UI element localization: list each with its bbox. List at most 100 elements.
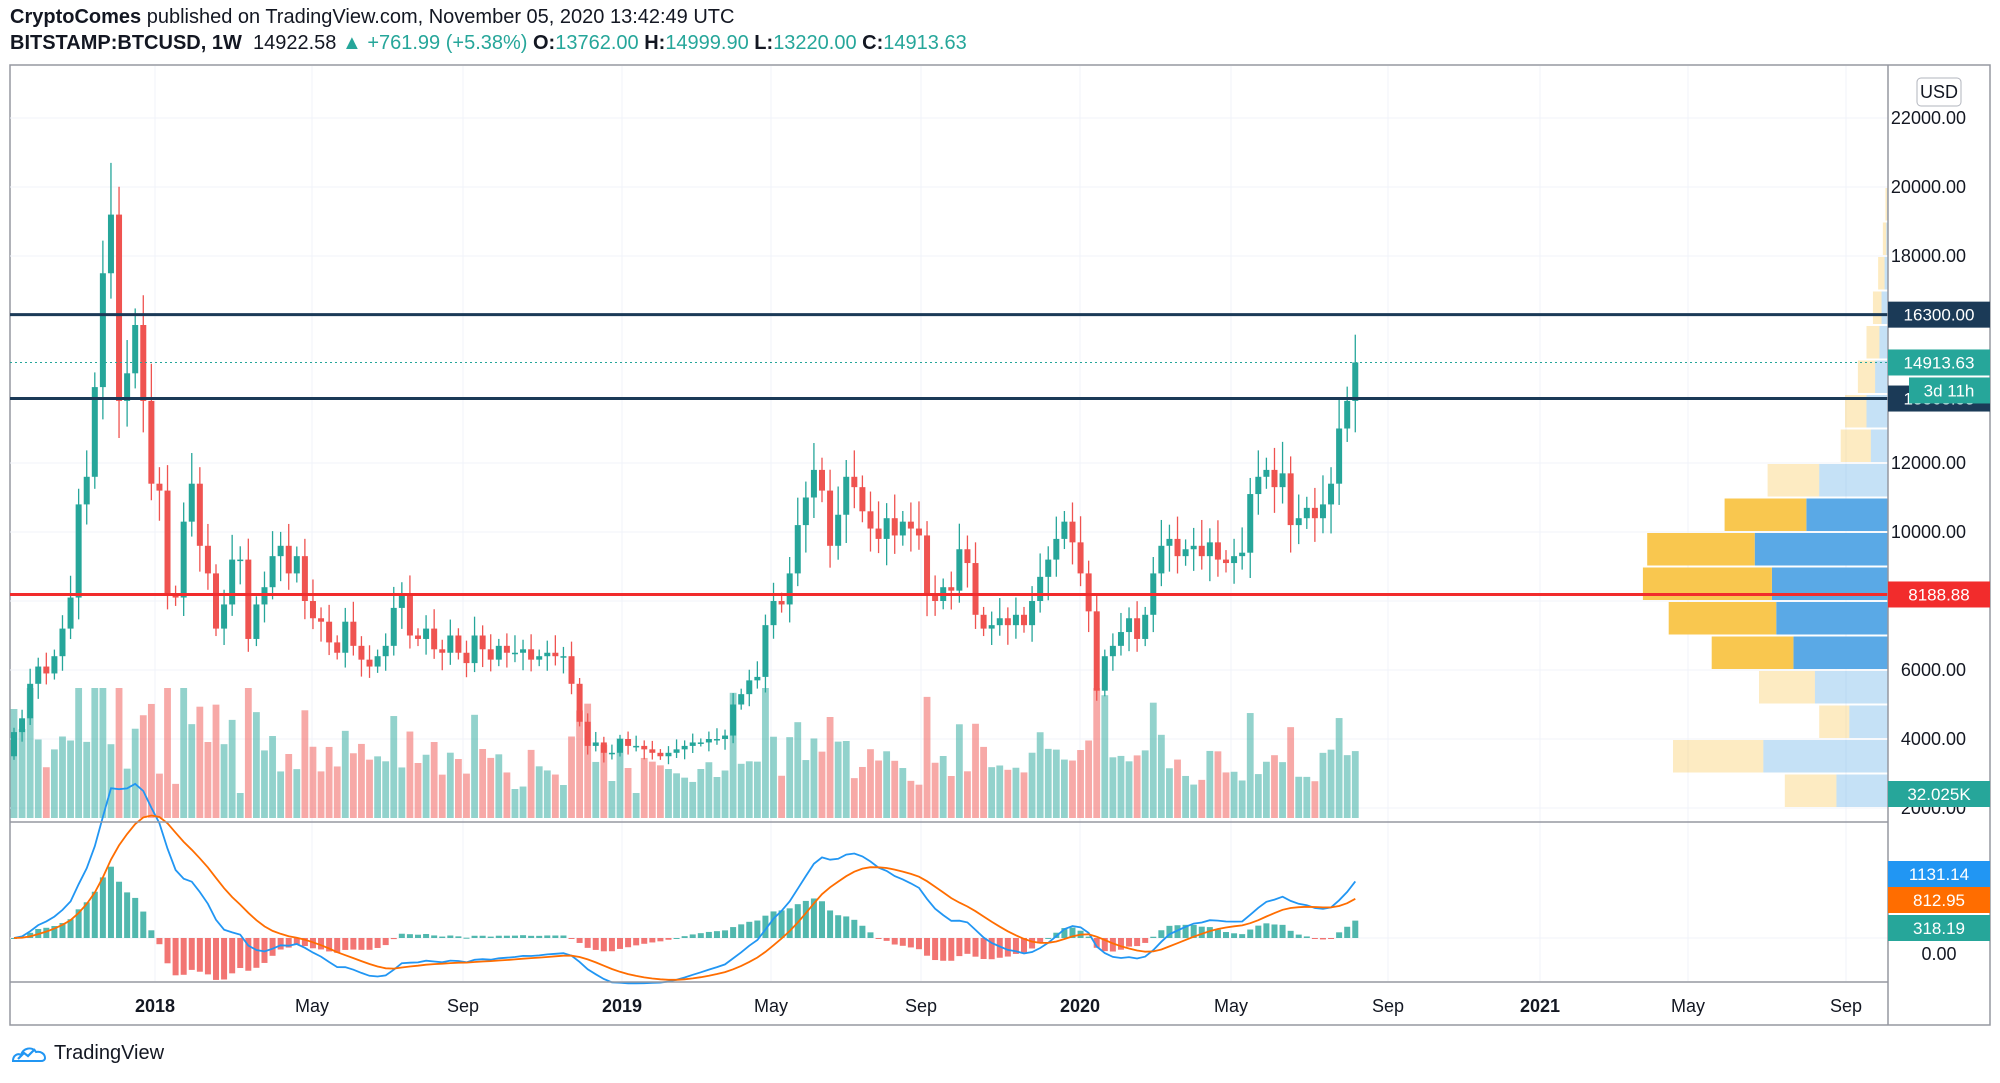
candle-body [1328,483,1335,505]
volume-bar [1327,749,1335,818]
macd-histogram-bar [778,910,785,938]
candle-body [204,545,211,574]
candle-body [770,601,777,626]
volume-bar [75,688,83,818]
candle-body [625,739,632,746]
candle-body [657,752,664,757]
macd-histogram-bar [1004,938,1011,957]
volume-bar [1271,755,1278,818]
candle-body [164,490,171,595]
macd-histogram-bar [1239,934,1246,938]
macd-histogram-bar [988,938,995,960]
volume-bar [657,765,664,818]
volume-profile-sell-bar [1814,671,1888,704]
macd-histogram-bar [552,935,559,938]
tradingview-brand[interactable]: TradingView [10,1041,164,1065]
macd-histogram-bar [641,938,648,944]
symbol-line: BITSTAMP:BTCUSD, 1W 14922.58 ▲ +761.99 (… [10,32,967,54]
time-axis[interactable]: 2018 May Sep 2019 May Sep 2020 May Sep 2021 May Sep [135,996,1862,1016]
macd-histogram-bar [1085,936,1092,938]
macd-histogram-bar [980,938,987,959]
volume-profile-sell-bar [1879,326,1888,359]
macd-histogram-bar [673,937,680,939]
macd-histogram-bar [907,938,914,948]
volume-profile-buy-bar [1840,429,1871,462]
candle-body [35,666,42,684]
volume-bar [673,773,680,818]
volume-bar [455,759,462,818]
volume-bar [398,767,406,818]
volume-bar [26,688,34,818]
chart-canvas[interactable]: 2000.004000.006000.008000.0010000.001200… [0,0,2000,1040]
volume-bar [1125,761,1133,818]
volume-bar [915,784,923,818]
macd-histogram-bar [1214,929,1221,938]
macd-histogram-bar [1045,937,1052,939]
volume-bar [301,710,309,818]
volume-bar [196,706,204,818]
macd-histogram-bar [293,938,300,945]
macd-histogram-bar [398,933,405,938]
macd-histogram-bar [544,935,551,938]
volume-bar [600,744,608,818]
candle-body [584,721,591,746]
macd-histogram-bar [932,938,939,961]
volume-bar [753,761,761,818]
macd-histogram-bar [382,938,389,946]
macd-histogram-bar [1295,934,1302,938]
candle-body [697,742,704,744]
price-tick-label: 10000.00 [1891,522,1966,542]
macd-histogram-bar [366,938,373,950]
macd-histogram-bar [1190,924,1197,938]
candle-body [794,525,801,574]
price-level-tag [1888,301,1990,328]
volume-bar [1004,769,1012,818]
candle-body [673,749,680,753]
macd-histogram-bar [1255,925,1262,938]
volume-bar [1206,750,1214,818]
candle-body [1198,545,1205,557]
volume-bar [325,746,333,818]
interval-label[interactable]: 1W [211,32,242,54]
volume-bar [1012,767,1020,818]
candle-body [705,739,712,743]
high-label: H: [644,32,666,54]
candle-body [1231,556,1238,564]
volume-bar [349,753,357,818]
volume-bar [778,775,785,818]
candle-body [1061,521,1068,539]
candle-body [318,618,325,622]
macd-histogram-bar [495,935,502,938]
macd-histogram-bar [51,926,58,938]
symbol-name[interactable]: BITSTAMP:BTCUSD [10,32,201,54]
volume-bar [67,740,74,818]
volume-profile-buy-bar [1647,533,1755,566]
candle-body [495,645,502,660]
macd-histogram-bar [786,908,793,938]
macd-histogram-bar [730,927,737,938]
macd-histogram-bar [705,931,712,938]
candle-body [1182,549,1189,557]
candle-body [665,752,672,757]
macd-histogram-bar [350,938,357,950]
currency-button[interactable]: USD [1916,77,1962,107]
macd-histogram-bar [1158,930,1165,938]
candle-body [560,656,567,658]
volume-bar [1036,732,1044,818]
volume-profile-buy-bar [1845,395,1867,428]
candle-body [1344,400,1351,429]
volume-bar [1287,727,1295,818]
volume-bar [1109,757,1117,818]
candle-body [1093,611,1100,691]
price-levels[interactable] [10,313,1888,596]
candle-body [932,594,939,601]
volume-bar [834,741,842,818]
macd-histogram-bar [657,938,664,942]
volume-bar [1061,759,1068,818]
volume-bar [253,712,260,818]
close-value: 14913.63 [883,32,967,54]
volume-bar [560,785,567,818]
macd-histogram-bar [1101,938,1108,952]
publish-info: published on TradingView.com, November 0… [146,6,735,28]
volume-bar [705,762,713,818]
